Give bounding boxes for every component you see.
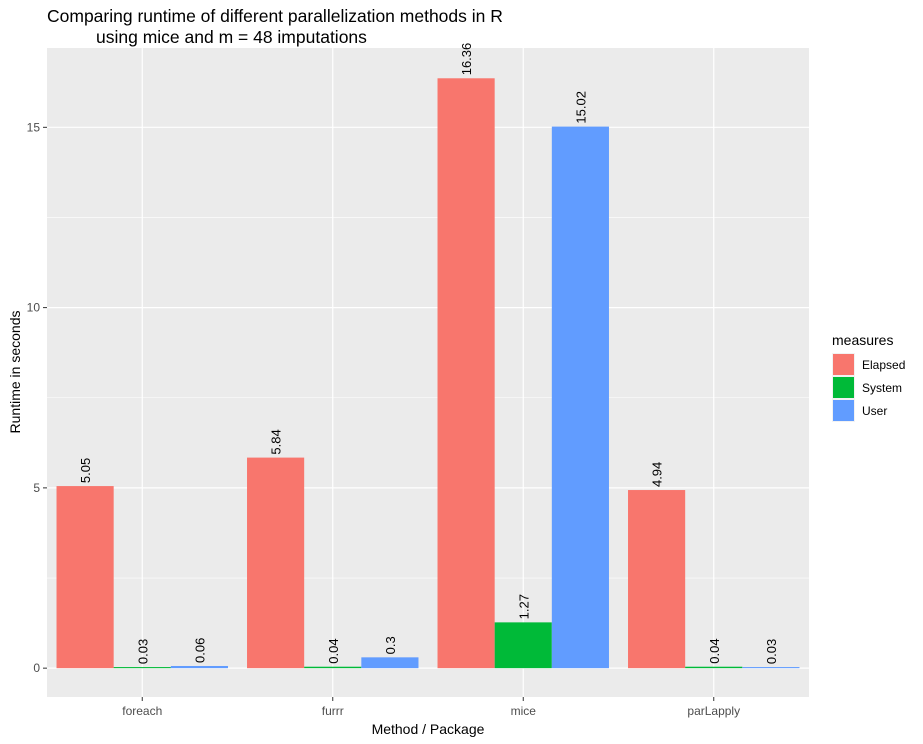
y-tick-label: 10 [27,301,41,315]
bar-elapsed-mice [437,78,495,669]
bar-label-system-foreach: 0.03 [135,639,150,664]
bars [56,78,800,669]
legend-swatch-system [833,377,854,398]
bar-system-mice [494,622,552,669]
bar-elapsed-furrr [247,457,305,669]
bar-user-mice [551,126,609,669]
bar-label-system-furrr: 0.04 [326,638,341,663]
bar-label-user-furrr: 0.3 [383,636,398,654]
y-axis-title: Runtime in seconds [7,311,23,434]
legend: measures Elapsed System User [832,332,905,422]
legend-title: measures [832,332,893,348]
x-axis-title: Method / Package [372,721,485,737]
y-axis: 0 5 10 15 [27,120,47,675]
legend-swatch-elapsed [833,354,854,375]
bar-label-elapsed-furrr: 5.84 [269,429,284,454]
legend-label-user: User [862,404,887,418]
bar-label-user-foreach: 0.06 [192,638,207,663]
bar-system-foreach [113,667,171,669]
x-tick-label-furrr: furrr [322,704,344,718]
bar-labels: 5.05 0.03 0.06 5.84 0.04 0.3 16.36 1.27 15.02 4.9… [78,43,779,664]
y-tick-label: 15 [27,120,41,134]
legend-label-system: System [862,381,902,395]
bar-user-parlapply [742,667,800,669]
chart-title-line1: Comparing runtime of different paralleli… [47,6,503,26]
bar-label-user-parlapply: 0.03 [764,639,779,664]
x-tick-label-foreach: foreach [122,704,162,718]
chart-title-line2: using mice and m = 48 imputations [96,27,367,47]
bar-label-user-mice: 15.02 [573,91,588,124]
chart-title: Comparing runtime of different paralleli… [47,6,503,48]
plot-panel [47,48,809,697]
bar-label-elapsed-mice: 16.36 [459,43,474,76]
x-tick-label-parlapply: parLapply [687,704,740,718]
bar-user-furrr [361,657,419,669]
bar-label-elapsed-foreach: 5.05 [78,458,93,483]
bar-elapsed-foreach [56,486,114,669]
x-axis: foreach furrr mice parLapply [122,697,740,718]
x-tick-label-mice: mice [511,704,537,718]
bar-label-system-parlapply: 0.04 [707,638,722,663]
legend-label-elapsed: Elapsed [862,358,905,372]
legend-swatch-user [833,400,854,421]
bar-label-elapsed-parlapply: 4.94 [650,462,665,487]
bar-label-system-mice: 1.27 [516,594,531,619]
bar-elapsed-parlapply [628,490,686,669]
y-tick-label: 0 [33,661,40,675]
y-tick-label: 5 [33,481,40,495]
bar-user-foreach [170,665,228,669]
bar-system-furrr [304,666,362,669]
bar-system-parlapply [685,666,743,669]
